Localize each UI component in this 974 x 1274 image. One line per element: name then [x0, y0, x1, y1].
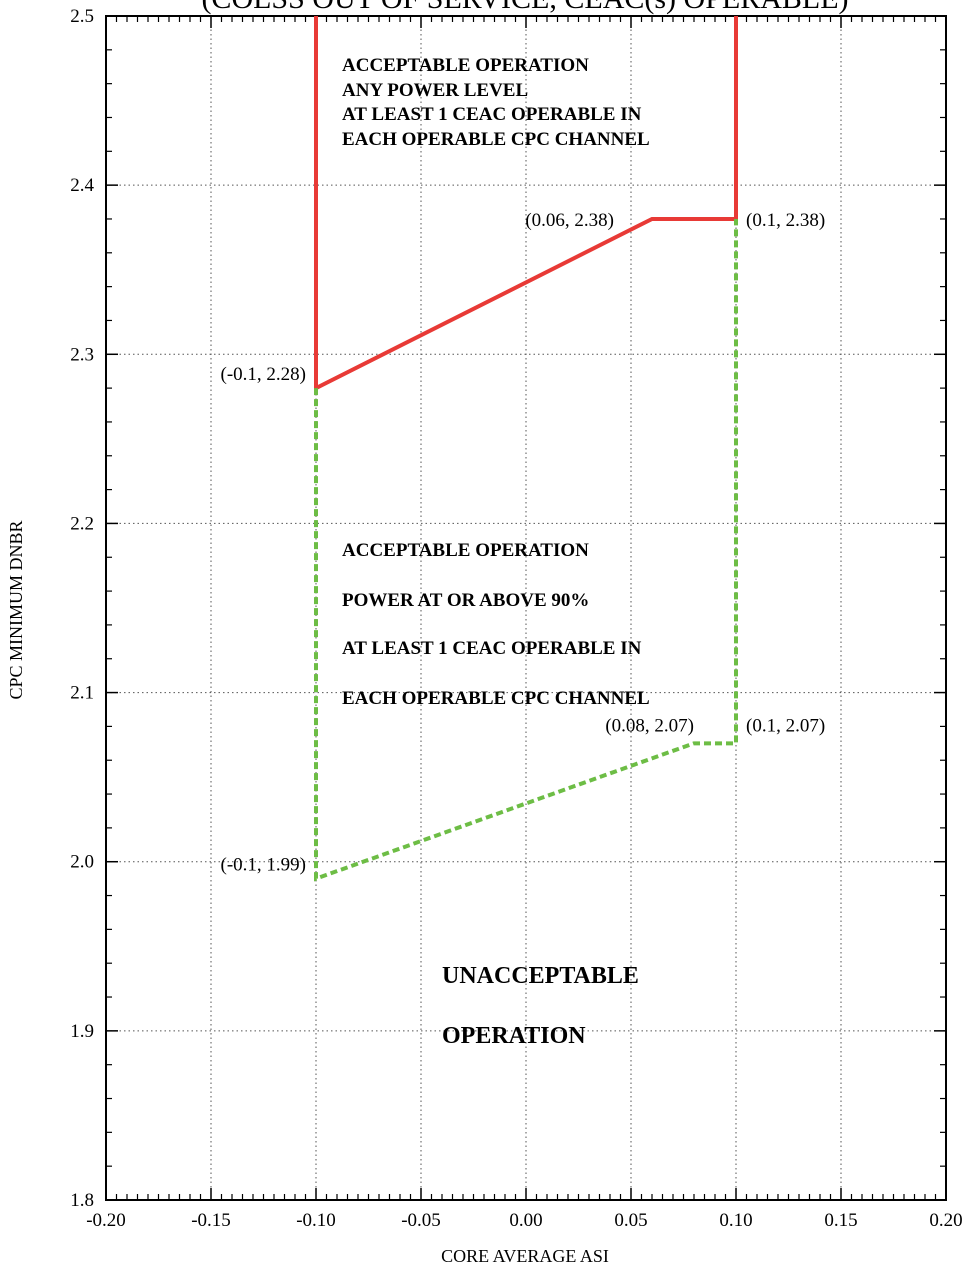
x-tick-label: 0.20 [929, 1210, 962, 1231]
point-label: (0.1, 2.38) [746, 210, 825, 231]
upper-limit-line [314, 16, 738, 392]
region-middle-line: ACCEPTABLE OPERATION [342, 540, 589, 561]
x-tick-label: -0.15 [191, 1210, 231, 1231]
x-tick-label: 0.10 [719, 1210, 752, 1231]
point-label: (0.08, 2.07) [605, 715, 694, 736]
tick-labels: -0.20 -0.15 -0.10 -0.05 0.00 0.05 0.10 0.15 0.20… [70, 6, 962, 1231]
x-tick-label: -0.20 [86, 1210, 126, 1231]
region-labels: ACCEPTABLE OPERATION ANY POWER LEVEL AT LE… [342, 55, 650, 1049]
region-upper-line: ACCEPTABLE OPERATION [342, 55, 589, 76]
point-label: (0.06, 2.38) [525, 210, 614, 231]
y-tick-label: 2.3 [70, 344, 94, 365]
region-middle-line: POWER AT OR ABOVE 90% [342, 590, 589, 611]
x-tick-label: 0.15 [824, 1210, 857, 1231]
y-tick-label: 1.8 [70, 1190, 94, 1211]
y-tick-label: 2.5 [70, 6, 94, 27]
x-tick-label: 0.05 [614, 1210, 647, 1231]
region-lower-line: UNACCEPTABLE [442, 963, 639, 989]
region-middle-line: EACH OPERABLE CPC CHANNEL [342, 688, 650, 709]
y-tick-label: 2.4 [70, 175, 94, 196]
x-axis-label: CORE AVERAGE ASI [441, 1246, 609, 1266]
y-axis-label: CPC MINIMUM DNBR [6, 520, 26, 699]
region-upper-line: ANY POWER LEVEL [342, 80, 528, 101]
region-middle-line: AT LEAST 1 CEAC OPERABLE IN [342, 638, 642, 659]
lower-limit-line [314, 218, 738, 882]
x-tick-label: -0.10 [296, 1210, 336, 1231]
y-tick-label: 2.0 [70, 852, 94, 873]
region-lower-line: OPERATION [442, 1023, 586, 1049]
point-label: (-0.1, 2.28) [221, 364, 306, 385]
y-tick-label: 2.2 [70, 513, 94, 534]
y-tick-label: 2.1 [70, 683, 94, 704]
point-label: (0.1, 2.07) [746, 715, 825, 736]
point-label: (-0.1, 1.99) [221, 855, 306, 876]
grid [106, 16, 946, 1200]
y-tick-label: 1.9 [70, 1021, 94, 1042]
chart-title: (COLSS OUT OF SERVICE, CEAC(s) OPERABLE) [201, 0, 848, 15]
plot-frame [105, 15, 947, 1201]
point-labels: (0.06, 2.38) (0.1, 2.38) (-0.1, 2.28) (0.08… [221, 210, 826, 876]
region-upper-line: AT LEAST 1 CEAC OPERABLE IN [342, 104, 642, 125]
x-tick-label: 0.00 [509, 1210, 542, 1231]
series [314, 16, 738, 882]
x-tick-label: -0.05 [401, 1210, 441, 1231]
region-upper-line: EACH OPERABLE CPC CHANNEL [342, 129, 650, 150]
